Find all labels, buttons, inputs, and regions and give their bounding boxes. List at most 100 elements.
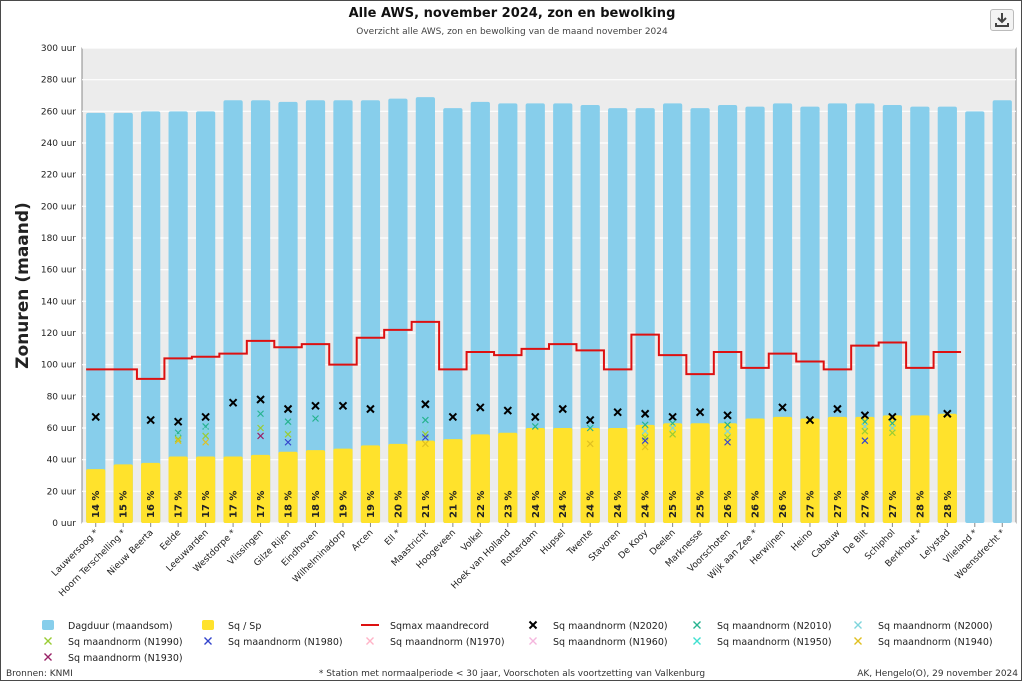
legend-label: Sq maandnorm (N1930) (68, 653, 183, 664)
bar-dagduur (388, 98, 408, 524)
bar-sq (223, 456, 243, 523)
percent-label: 17 % (256, 491, 267, 518)
norm-marker (421, 434, 429, 441)
legend-label: Sq maandnorm (N2000) (878, 621, 993, 632)
bar-dagduur (608, 108, 628, 524)
bar-sq (113, 464, 133, 523)
bar-sq (663, 423, 683, 523)
norm-marker (448, 412, 458, 422)
percent-label: 20 % (393, 491, 404, 518)
y-tick-label: 80 uur (47, 392, 77, 402)
y-axis-label: Zonuren (maand) (13, 202, 33, 369)
norm-marker (558, 404, 567, 414)
norm-marker (641, 437, 649, 445)
norm-marker (585, 415, 595, 425)
norm-marker (668, 412, 677, 422)
download-button[interactable] (990, 9, 1014, 31)
bar-sq (168, 456, 188, 523)
bar-dagduur (525, 103, 545, 524)
bar-sq (855, 416, 875, 523)
norm-marker (421, 440, 429, 448)
percent-label: 27 % (888, 491, 899, 518)
norm-marker (284, 438, 292, 446)
norm-marker (723, 411, 732, 420)
legend-swatch (854, 637, 862, 645)
norm-marker (669, 424, 677, 432)
norm-marker (724, 421, 731, 429)
norm-marker (202, 426, 210, 434)
y-tick-label: 200 uur (41, 202, 76, 212)
bar-sq (882, 415, 902, 523)
x-tick-label: Hupsel (539, 528, 568, 557)
bar-dagduur (635, 108, 655, 524)
bar-sq (388, 443, 408, 523)
norm-marker (284, 418, 292, 426)
bar-dagduur (498, 103, 518, 524)
bar-dagduur (690, 108, 710, 524)
norm-marker (366, 404, 375, 414)
percent-label: 25 % (696, 491, 707, 518)
bar-dagduur (141, 111, 161, 523)
bar-dagduur (196, 111, 216, 523)
norm-marker (257, 416, 264, 424)
percent-label: 27 % (833, 491, 844, 518)
bar-dagduur (333, 100, 353, 523)
y-tick-label: 220 uur (41, 171, 76, 181)
percent-label: 22 % (476, 491, 487, 518)
legend-label: Sq maandnorm (N1940) (878, 637, 993, 648)
y-tick-label: 240 uur (41, 139, 76, 149)
bar-sq (333, 448, 353, 523)
x-tick-label: Volkel (460, 528, 486, 554)
norm-marker (861, 427, 869, 435)
norm-marker (311, 401, 320, 411)
bar-dagduur (717, 105, 738, 523)
bar-dagduur (250, 100, 271, 523)
x-tick-label: Lauwersoog * (50, 528, 101, 579)
norm-marker (421, 400, 430, 409)
legend-label: Sq maandnorm (N1960) (553, 637, 668, 648)
norm-marker (613, 407, 622, 417)
percent-label: 24 % (531, 491, 542, 518)
percent-label: 24 % (586, 491, 597, 518)
percent-label: 17 % (229, 491, 240, 518)
chart-subtitle: Overzicht alle AWS, zon en bewolking van… (356, 27, 668, 37)
plot-background (81, 47, 1017, 524)
legend-swatch (693, 621, 701, 629)
y-tick-label: 60 uur (47, 424, 77, 434)
legend-swatch (204, 637, 212, 645)
bar-sq (360, 445, 381, 523)
norm-marker (312, 415, 319, 422)
x-tick-label: Wilhelminadorp (291, 528, 348, 585)
bar-sq (800, 418, 820, 523)
percent-label: 14 % (91, 491, 102, 518)
percent-label: 16 % (146, 491, 157, 518)
percent-label: 18 % (284, 491, 295, 518)
norm-marker (586, 424, 594, 432)
legend-label: Sq maandnorm (N1990) (68, 637, 183, 648)
y-tick-label: 40 uur (47, 456, 77, 466)
percent-label: 15 % (119, 491, 130, 518)
bar-sq (937, 413, 957, 523)
bar-dagduur (443, 108, 463, 524)
bar-sq (772, 416, 793, 523)
x-tick-label: Arcen (350, 528, 375, 553)
norm-marker (201, 412, 210, 422)
y-tick-label: 120 uur (41, 329, 76, 339)
percent-label: 21 % (421, 491, 432, 518)
bar-dagduur (965, 111, 985, 523)
bar-sq (635, 424, 655, 523)
norm-marker (805, 415, 815, 425)
percent-label: 19 % (366, 491, 377, 518)
norm-marker (724, 438, 731, 446)
bar-dagduur (113, 112, 133, 524)
bar-dagduur (168, 111, 188, 523)
norm-marker (778, 403, 787, 412)
bar-dagduur (86, 112, 106, 524)
footer-credit: AK, Hengelo(O), 29 november 2024 (857, 669, 1018, 679)
norm-marker (695, 407, 705, 417)
legend-swatch (529, 637, 537, 645)
bar-sq (580, 428, 600, 523)
record-line (86, 320, 962, 380)
bar-sq (910, 415, 930, 523)
